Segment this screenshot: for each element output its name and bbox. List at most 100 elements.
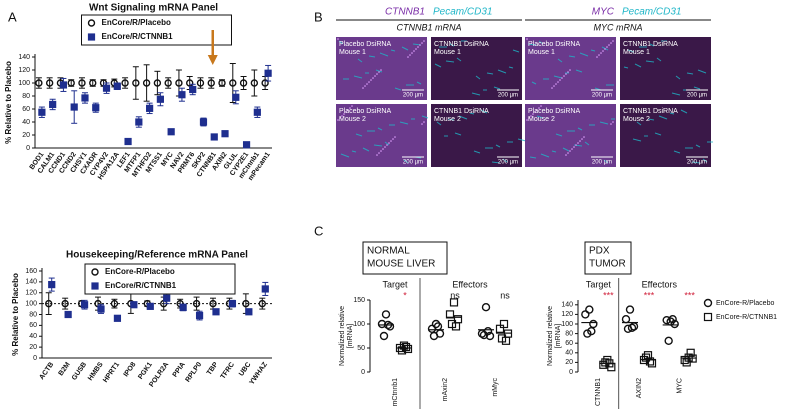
marker [146,302,154,310]
stain-label: Pecam/CD31 [622,7,681,18]
marker [221,130,229,138]
vessel [379,52,389,57]
signal-dot [553,85,555,87]
vessel [384,141,390,146]
marker [623,324,633,333]
marker [61,299,69,308]
signal-dot [372,77,374,79]
vessel [671,92,681,96]
legend-label: EnCore-R/CTNNB1 [716,314,777,321]
vessel [562,147,570,152]
legend-label: EnCore/R/Placebo [102,18,171,27]
marker [142,79,151,87]
vessel [340,153,350,158]
chart-title: Wnt Signaling mRNA Panel [89,3,218,14]
marker [703,298,713,308]
y-tick-label: 100 [25,300,37,307]
signal-dot [565,73,567,75]
vessel [390,49,396,52]
signal-dot [388,142,390,144]
signal-dot [602,50,604,52]
marker [207,79,215,87]
signal-dot [409,54,411,56]
marker [64,310,72,319]
legend-label: EnCore/R/CTNNB1 [102,32,174,41]
vessel [416,81,422,85]
y-tick-label: 100 [561,321,573,328]
image-caption: CTNNB1 DsiRNA [434,108,489,115]
marker [668,315,677,324]
vessel [454,132,462,136]
image-caption: Mouse 1 [434,49,461,56]
scale-bar-label: 200 µm [687,160,707,166]
vessel [654,132,662,136]
caption: MOUSE LIVER [367,259,435,270]
marker [110,299,119,308]
marker [135,118,143,126]
x-tick-label: UBC [238,361,252,377]
image-caption: Placebo DsiRNA [339,41,391,48]
signal-dot [351,105,353,107]
marker [132,79,140,87]
caption: PDX [589,246,610,257]
y-tick-label: 50 [357,345,365,352]
y-tick-label: 140 [18,54,30,61]
y-tick-label: 120 [25,290,37,297]
vessel [540,153,550,158]
signal-dot [551,87,553,89]
marker [113,82,121,90]
vessel [401,46,409,51]
signal-dot [407,56,409,58]
vessel [502,158,508,163]
scale-bar-label: 200 µm [498,160,518,166]
image-caption: Mouse 2 [528,116,555,123]
significance: ns [500,290,510,300]
y-tick-label: 0 [26,145,30,152]
vessel [680,109,688,114]
significance: ns [450,290,460,300]
signal-dot [337,119,339,121]
caption-box [584,241,632,275]
marker [379,331,389,341]
signal-dot [583,136,585,138]
signal-dot [341,115,343,117]
vessel [421,115,429,119]
vessel [693,86,701,90]
vessel [493,86,501,90]
image-caption: Mouse 2 [339,116,366,123]
signal-dot [575,144,577,146]
y-tick-label: 140 [25,279,37,286]
marker [682,358,691,367]
vessel [377,127,383,131]
signal-dot [378,71,380,73]
marker [625,305,635,314]
signal-dot [347,109,349,111]
y-tick-label: 20 [22,132,30,139]
signal-dot [368,81,370,83]
signal-dot [386,144,388,146]
signal-dot [394,136,396,138]
vessel [456,57,462,62]
signal-dot [343,113,345,115]
signal-dot [555,83,557,85]
signal-dot [376,154,378,156]
marker [67,79,75,87]
marker [70,103,78,111]
marker [589,319,598,329]
vessel [686,72,694,75]
signal-dot [380,69,382,71]
marker [599,360,608,369]
vessel [357,58,363,63]
signal-dot [610,42,612,44]
signal-dot [606,46,608,48]
vessel [447,118,455,121]
marker [449,298,459,307]
signal-dot [532,113,534,115]
vessel [584,141,590,146]
x-tick-label: GUSB [71,361,88,382]
marker [209,299,217,308]
signal-dot [421,123,423,125]
legend-label: EnCore-R/Placebo [716,300,774,307]
x-tick-label: RPLP0 [185,361,204,384]
